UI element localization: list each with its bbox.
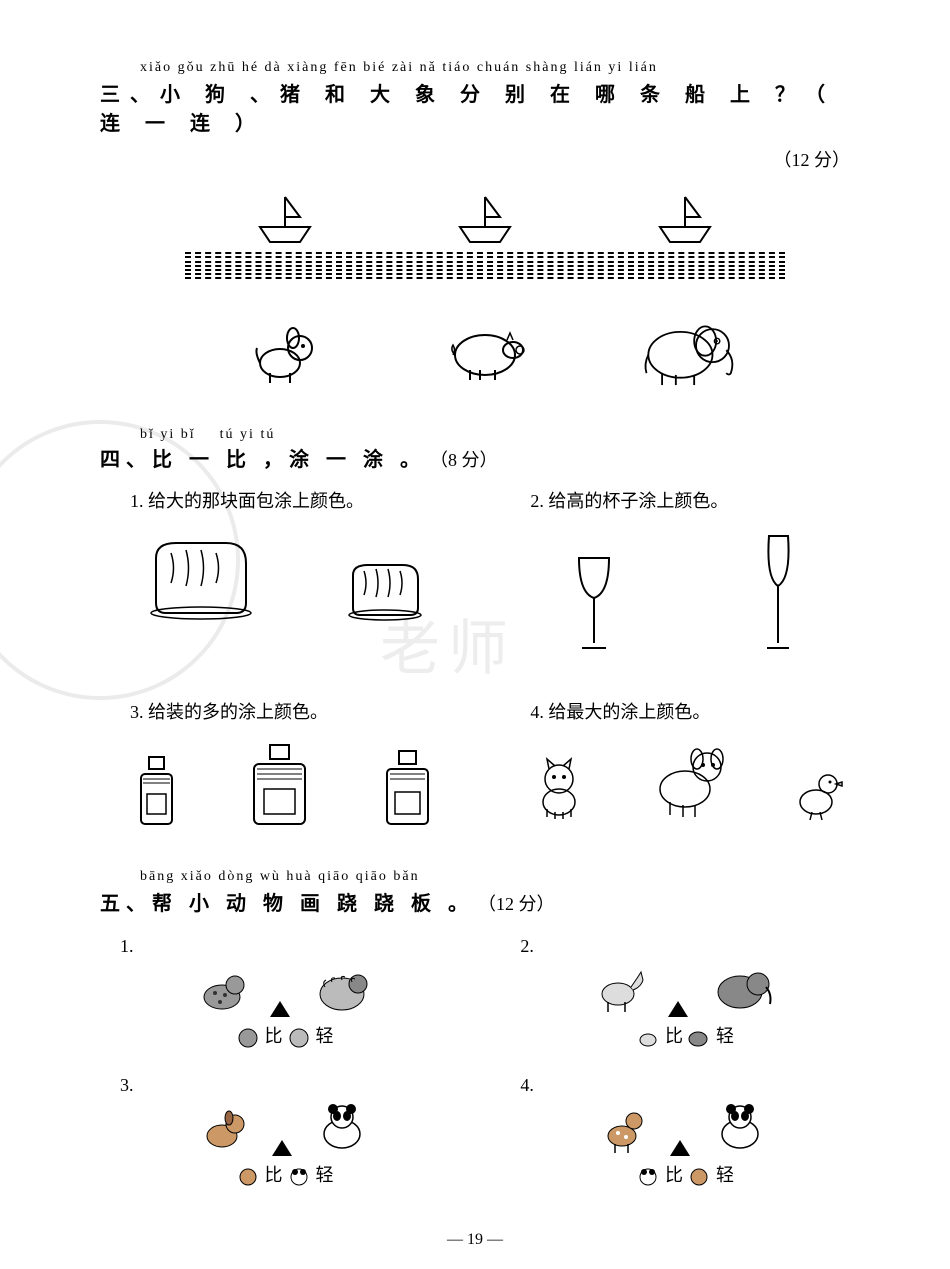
section-5-title: 五、帮 小 动 物 画 跷 跷 板 。 bbox=[100, 893, 474, 915]
section-5-points: （12 分） bbox=[478, 894, 555, 914]
bottle-large-icon bbox=[242, 739, 317, 834]
water-line bbox=[185, 265, 785, 268]
leopard-small-icon bbox=[236, 1026, 260, 1050]
bottle-medium-icon bbox=[375, 744, 440, 834]
section-5-pinyin: bāng xiǎo dòng wù huà qiāo qiāo bǎn bbox=[140, 869, 870, 885]
section-4: bǐ yi bǐ tú yi tú 四、比 一 比 ，涂 一 涂 。 （8 分）… bbox=[100, 425, 870, 859]
page-number: — 19 — bbox=[0, 1231, 950, 1249]
section-4-pinyin-1: bǐ yi bǐ bbox=[140, 427, 196, 442]
seesaw-1-num: 1. bbox=[120, 936, 470, 957]
seesaw-3-num: 3. bbox=[120, 1075, 470, 1096]
water-line bbox=[185, 277, 785, 280]
deer-icon bbox=[600, 1101, 650, 1156]
triangle-icon bbox=[272, 1140, 292, 1156]
elephant-icon bbox=[630, 310, 740, 395]
seesaw-2-num: 2. bbox=[520, 936, 870, 957]
triangle-icon bbox=[270, 1001, 290, 1017]
section-3-points: （12 分） bbox=[100, 146, 850, 172]
section-5-title-row: 五、帮 小 动 物 画 跷 跷 板 。 （12 分） bbox=[100, 887, 870, 916]
seesaw-item-1: 1. 比 轻 bbox=[100, 936, 470, 1050]
triangle-icon bbox=[668, 1001, 688, 1017]
question-1: 1. 给大的那块面包涂上颜色。 bbox=[100, 487, 470, 683]
seesaw-4-num: 4. bbox=[520, 1075, 870, 1096]
question-4: 4. 给最大的涂上颜色。 bbox=[500, 698, 870, 859]
question-row-2: 3. 给装的多的涂上颜色。 4. 给最大的涂上颜色。 bbox=[100, 698, 870, 859]
section-3-title: 三、小 狗 、猪 和 大 象 分 别 在 哪 条 船 上 ？（ 连 一 连 ） bbox=[100, 78, 870, 136]
puppy-small-icon bbox=[236, 1165, 260, 1189]
boats-illustration bbox=[185, 192, 785, 280]
caption-mid: 比 bbox=[265, 1026, 283, 1046]
water-line bbox=[185, 256, 785, 260]
seesaw-1-caption: 比 轻 bbox=[100, 1022, 470, 1050]
sheep-small-icon bbox=[287, 1026, 311, 1050]
question-3-text: 3. 给装的多的涂上颜色。 bbox=[130, 698, 470, 724]
section-3-pinyin: xiǎo gǒu zhū hé dà xiàng fēn bié zài nǎ … bbox=[140, 60, 870, 76]
water-line bbox=[185, 261, 785, 264]
question-row-1: 1. 给大的那块面包涂上颜色。 2. 给高的杯子涂上颜色。 bbox=[100, 487, 870, 683]
section-4-title-row: 四、比 一 比 ，涂 一 涂 。 （8 分） bbox=[100, 443, 870, 472]
dog-icon bbox=[230, 310, 340, 395]
sheep-icon bbox=[310, 962, 375, 1017]
caption-end: 轻 bbox=[316, 1026, 334, 1046]
champagne-glass-icon bbox=[751, 528, 806, 658]
duck-icon bbox=[788, 764, 843, 824]
horse-small-icon bbox=[636, 1026, 660, 1050]
caption-end: 轻 bbox=[316, 1165, 334, 1185]
boat-icon bbox=[245, 192, 325, 247]
section-4-title: 四、比 一 比 ，涂 一 涂 。 bbox=[100, 449, 426, 471]
panda-icon bbox=[710, 1101, 770, 1156]
section-5: bāng xiǎo dòng wù huà qiāo qiāo bǎn 五、帮 … bbox=[100, 869, 870, 1214]
panda-small-icon bbox=[636, 1165, 660, 1189]
water-line bbox=[185, 269, 785, 272]
deer-small-icon bbox=[687, 1165, 711, 1189]
animals-row bbox=[185, 310, 785, 395]
question-3: 3. 给装的多的涂上颜色。 bbox=[100, 698, 470, 859]
elephant-small-icon bbox=[708, 962, 778, 1017]
seesaw-item-4: 4. 比 轻 bbox=[500, 1075, 870, 1189]
triangle-icon bbox=[670, 1140, 690, 1156]
question-2-text: 2. 给高的杯子涂上颜色。 bbox=[530, 487, 870, 513]
leopard-icon bbox=[195, 967, 250, 1017]
puppy-icon bbox=[197, 1106, 252, 1156]
elephant-tiny-icon bbox=[687, 1026, 711, 1050]
seesaw-3-caption: 比 轻 bbox=[100, 1161, 470, 1189]
caption-mid: 比 bbox=[665, 1026, 683, 1046]
bread-small-icon bbox=[338, 553, 433, 628]
boat-icon bbox=[445, 192, 525, 247]
question-2: 2. 给高的杯子涂上颜色。 bbox=[500, 487, 870, 683]
cat-icon bbox=[527, 754, 592, 824]
section-4-pinyin-row: bǐ yi bǐ tú yi tú bbox=[140, 425, 870, 443]
horse-icon bbox=[593, 962, 648, 1017]
caption-end: 轻 bbox=[716, 1026, 734, 1046]
bottle-small-icon bbox=[129, 749, 184, 834]
water-line bbox=[185, 273, 785, 276]
question-4-text: 4. 给最大的涂上颜色。 bbox=[530, 698, 870, 724]
panda-small-icon bbox=[287, 1165, 311, 1189]
section-4-points: （8 分） bbox=[430, 450, 498, 470]
question-1-text: 1. 给大的那块面包涂上颜色。 bbox=[130, 487, 470, 513]
caption-end: 轻 bbox=[716, 1165, 734, 1185]
section-4-pinyin-2: tú yi tú bbox=[220, 427, 276, 442]
section-3: xiǎo gǒu zhū hé dà xiàng fēn bié zài nǎ … bbox=[100, 60, 870, 395]
caption-mid: 比 bbox=[265, 1165, 283, 1185]
seesaw-item-3: 3. 比 轻 bbox=[100, 1075, 470, 1189]
seesaw-item-2: 2. 比 轻 bbox=[500, 936, 870, 1050]
seesaw-grid: 1. 比 轻 2. bbox=[100, 936, 870, 1214]
seesaw-4-caption: 比 轻 bbox=[500, 1161, 870, 1189]
seesaw-2-caption: 比 轻 bbox=[500, 1022, 870, 1050]
bread-large-icon bbox=[136, 528, 266, 628]
wine-glass-icon bbox=[564, 548, 624, 658]
pig-icon bbox=[430, 310, 540, 395]
panda-icon bbox=[312, 1101, 372, 1156]
boat-icon bbox=[645, 192, 725, 247]
dog-large-icon bbox=[645, 739, 735, 824]
worksheet-content: xiǎo gǒu zhū hé dà xiàng fēn bié zài nǎ … bbox=[100, 60, 870, 1214]
caption-mid: 比 bbox=[665, 1165, 683, 1185]
